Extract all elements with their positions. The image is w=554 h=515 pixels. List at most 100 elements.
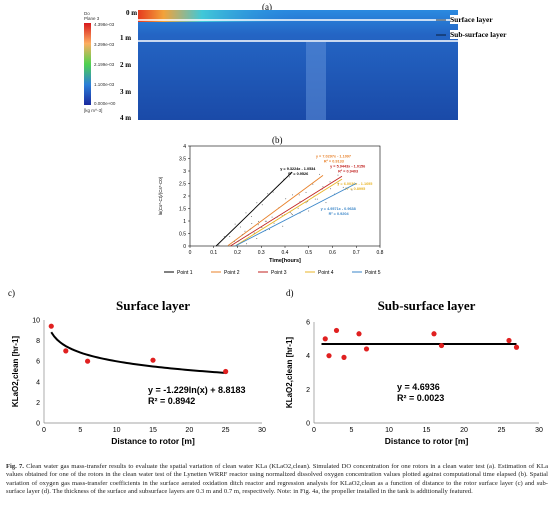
regression-equation: y = -1.229ln(x) + 8.8183 (148, 385, 246, 395)
tank-domain (138, 10, 458, 120)
regression-r2: R² = 0.8942 (148, 396, 195, 406)
colorbar-tick-1: 4.398e-03 (94, 22, 115, 27)
y-tick-label: 4 (306, 353, 310, 360)
fit-line-3 (230, 175, 343, 247)
data-point (234, 223, 236, 225)
fit-r2-1: R² = 0.9526 (288, 172, 308, 176)
fit-line (50, 331, 226, 374)
data-point (314, 198, 316, 200)
data-point (241, 234, 243, 236)
colorbar-title-1: Do (84, 11, 90, 16)
data-point (256, 202, 258, 204)
caption-fig-label: Fig. 7. (6, 463, 24, 470)
y-tick-label: 3.5 (179, 156, 186, 162)
data-point-7 (431, 331, 437, 337)
data-point (291, 194, 293, 196)
data-point (264, 220, 266, 222)
y-tick-label: 10 (32, 318, 40, 325)
data-point (325, 202, 327, 204)
data-point (238, 245, 240, 247)
depth-label-1: 1 m (120, 34, 131, 42)
legend-label-3: Point 3 (271, 270, 287, 276)
x-tick-label: 20 (185, 427, 193, 434)
panel-b-label: (b) (272, 135, 283, 145)
y-tick-label: 6 (306, 320, 310, 327)
depth-label-4: 4 m (120, 114, 131, 122)
data-point (261, 226, 263, 228)
data-point (299, 201, 301, 203)
data-point (351, 189, 353, 191)
x-tick-label: 0 (42, 427, 46, 434)
colorbar-unit: [kg m^-3] (84, 108, 102, 113)
y-axis-label: KLaO2,clean [hr-1] (285, 337, 294, 408)
data-point (322, 186, 324, 188)
data-point (268, 228, 270, 230)
fit-line-4 (234, 178, 343, 247)
x-axis-label: Distance to rotor [m] (385, 436, 469, 446)
panel-b-chart: 0 0.1 0.2 0.3 0.4 0.5 0.6 0.7 0.8 0 0.5 1 1.5 2 2.5 3 3.… (158, 144, 384, 276)
fit-line-2 (227, 174, 324, 246)
y-tick-label: 4 (183, 144, 186, 150)
data-point (288, 176, 290, 178)
colorbar-tick-4: 1.100e-03 (94, 82, 115, 87)
x-tick-label: 10 (113, 427, 121, 434)
panel-a-label: (a) (262, 2, 272, 12)
x-tick-label: 30 (258, 427, 266, 434)
fit-r2-5: R² = 0.9204 (329, 212, 350, 216)
data-point (329, 181, 331, 183)
colorbar-title-2: Plane 3 (84, 16, 100, 21)
data-point (253, 232, 255, 234)
data-point (308, 210, 310, 212)
depth-label-0: 0 m (126, 9, 137, 17)
fit-r2-2: R² = 0.9133 (324, 159, 344, 163)
legend-label-4: Point 4 (318, 270, 334, 276)
fit-equation-1: y = 9.3224x - 1.0534 (280, 167, 316, 171)
colorbar-tick-5: 0.000e+00 (94, 101, 116, 106)
x-tick-label: 15 (149, 427, 157, 434)
x-tick-label: 10 (385, 427, 393, 434)
x-axis-label: Distance to rotor [m] (111, 436, 195, 446)
x-tick-label: 0.5 (305, 250, 312, 256)
x-tick-label: 0.6 (329, 250, 336, 256)
data-point-6 (363, 346, 370, 352)
data-point (257, 224, 259, 226)
data-point (305, 191, 307, 193)
surface-layer-label: Surface layer (450, 15, 493, 24)
y-tick-label: 6 (36, 359, 40, 366)
data-point (218, 244, 220, 246)
depth-label-2: 2 m (120, 61, 131, 69)
data-point (249, 228, 251, 230)
data-point (240, 226, 242, 228)
y-tick-label: 3 (183, 169, 186, 175)
data-point (258, 220, 260, 222)
data-point (251, 223, 253, 225)
x-tick-label: 5 (78, 427, 82, 434)
data-point-9 (506, 337, 512, 344)
y-tick-label: 2 (36, 400, 40, 407)
y-tick-label: 8 (36, 338, 40, 345)
fit-r2-3: R² = 0.9403 (338, 169, 358, 173)
plot-frame (189, 145, 381, 247)
data-point (261, 204, 263, 206)
x-tick-label: 5 (350, 427, 354, 434)
figure-caption: Fig. 7. Clean water gas mass-transfer re… (6, 463, 548, 497)
data-point (245, 212, 247, 214)
y-tick-label: 1.5 (179, 206, 186, 212)
x-tick-label: 0.3 (258, 250, 265, 256)
data-point (271, 216, 273, 218)
data-point (319, 173, 321, 175)
y-tick-label: 0 (36, 421, 40, 428)
panel-d-label: d) (286, 288, 294, 298)
data-point (265, 220, 267, 222)
colorbar-tick-2: 3.299e-03 (94, 42, 115, 47)
data-point (305, 202, 307, 204)
y-tick-label: 2 (183, 194, 186, 200)
data-point (267, 193, 269, 195)
data-point (290, 213, 292, 215)
x-axis-label: Time[hours] (269, 258, 301, 264)
y-tick-label: 1 (183, 219, 186, 225)
x-tick-label: 0.4 (282, 250, 289, 256)
x-tick-label: 15 (423, 427, 431, 434)
data-point (247, 234, 249, 236)
data-point (298, 194, 300, 196)
